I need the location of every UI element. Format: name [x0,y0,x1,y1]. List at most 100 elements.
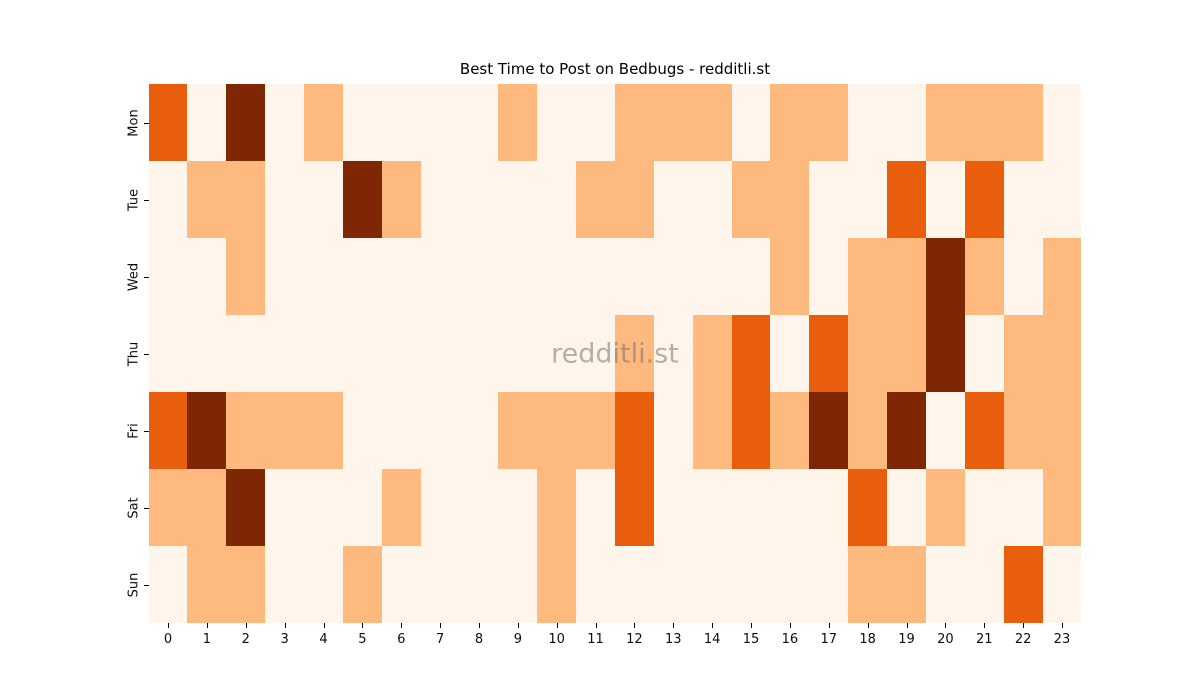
heatmap-cell-mon-6 [381,84,421,162]
x-tick-0 [168,623,170,629]
heatmap-cell-tue-22 [1003,161,1043,239]
heatmap-cell-tue-16 [770,161,810,239]
heatmap-cell-fri-9 [498,392,538,470]
heatmap-cell-sun-13 [653,546,693,624]
heatmap-cell-tue-1 [187,161,227,239]
heatmap-cell-sun-0 [148,546,188,624]
x-tick-label-8: 8 [474,632,484,648]
heatmap-cell-fri-21 [964,392,1004,470]
heatmap-cell-thu-18 [848,315,888,393]
x-tick-6 [401,623,403,629]
x-tick-label-18: 18 [859,632,876,648]
heatmap-cell-sun-18 [848,546,888,624]
x-tick-label-19: 19 [898,632,915,648]
heatmap-cell-sat-7 [420,469,460,547]
x-tick-label-7: 7 [435,632,445,648]
x-tick-8 [478,623,480,629]
heatmap-cell-thu-23 [1042,315,1082,393]
x-tick-label-13: 13 [665,632,682,648]
x-tick-18 [867,623,869,629]
x-tick-22 [1023,623,1025,629]
heatmap-cell-tue-7 [420,161,460,239]
heatmap-cell-sun-5 [342,546,382,624]
heatmap-cell-wed-2 [226,238,266,316]
heatmap-cell-thu-12 [614,315,654,393]
heatmap-cell-tue-21 [964,161,1004,239]
y-tick-thu [143,353,149,355]
heatmap-cell-fri-2 [226,392,266,470]
heatmap-cell-sat-14 [692,469,732,547]
x-tick-label-16: 16 [781,632,799,648]
heatmap-cell-wed-14 [692,238,732,316]
heatmap-cell-thu-10 [537,315,577,393]
heatmap-cell-wed-0 [148,238,188,316]
x-tick-14 [712,623,714,629]
x-tick-label-15: 15 [742,632,760,648]
heatmap-cell-thu-5 [342,315,382,393]
heatmap-cell-fri-20 [925,392,965,470]
heatmap-cell-tue-9 [498,161,538,239]
heatmap-cell-sun-2 [226,546,266,624]
heatmap-cell-wed-16 [770,238,810,316]
heatmap-cell-fri-6 [381,392,421,470]
heatmap-cell-sat-20 [925,469,965,547]
y-tick-label-tue: Tue [126,188,142,211]
heatmap-cell-mon-13 [653,84,693,162]
y-tick-label-sun: Sun [126,572,142,598]
x-tick-5 [362,623,364,629]
heatmap-cell-wed-19 [887,238,926,316]
x-tick-label-22: 22 [1014,632,1032,648]
heatmap-cell-sun-8 [459,546,499,624]
heatmap-cell-fri-3 [265,392,305,470]
heatmap-cell-sun-22 [1003,546,1043,624]
x-tick-2 [245,623,247,629]
x-tick-20 [945,623,947,629]
heatmap-cell-fri-0 [148,392,188,470]
x-tick-9 [517,623,519,629]
heatmap-cell-mon-9 [498,84,538,162]
heatmap-cell-fri-15 [731,392,771,470]
heatmap-cell-mon-8 [459,84,499,162]
heatmap-cell-thu-7 [420,315,460,393]
x-tick-3 [284,623,286,629]
heatmap-cell-tue-10 [537,161,577,239]
y-tick-fri [143,430,149,432]
heatmap-cell-thu-19 [887,315,926,393]
heatmap-cell-sun-23 [1042,546,1082,624]
heatmap-cell-thu-0 [148,315,188,393]
heatmap-cell-mon-18 [848,84,888,162]
heatmap-cell-sat-13 [653,469,693,547]
y-tick-label-mon: Mon [126,108,142,137]
heatmap-cell-sat-9 [498,469,538,547]
heatmap-cell-sat-10 [537,469,577,547]
heatmap-cell-tue-23 [1042,161,1082,239]
heatmap-cell-wed-13 [653,238,693,316]
heatmap-cell-thu-2 [226,315,266,393]
x-tick-4 [323,623,325,629]
heatmap-cell-fri-10 [537,392,577,470]
heatmap-cell-tue-5 [342,161,382,239]
heatmap-cell-wed-6 [381,238,421,316]
heatmap-cell-mon-23 [1042,84,1082,162]
x-tick-label-9: 9 [513,632,522,648]
heatmap-cell-sat-22 [1003,469,1043,547]
heatmap-cell-thu-8 [459,315,499,393]
heatmap-cell-tue-17 [809,161,849,239]
heatmap-cell-sun-9 [498,546,538,624]
heatmap-grid [148,84,1082,624]
y-tick-sat [143,507,149,509]
heatmap-cell-tue-3 [265,161,305,239]
x-tick-label-6: 6 [397,632,406,648]
heatmap-cell-fri-16 [770,392,810,470]
heatmap-cell-thu-4 [304,315,343,393]
heatmap-cell-sat-4 [304,469,343,547]
heatmap-cell-wed-15 [731,238,771,316]
x-tick-label-10: 10 [548,632,565,648]
heatmap-cell-mon-1 [187,84,227,162]
x-tick-16 [789,623,791,629]
heatmap-cell-thu-17 [809,315,849,393]
heatmap-cell-thu-20 [925,315,965,393]
heatmap-cell-mon-11 [576,84,615,162]
heatmap-cell-mon-21 [964,84,1004,162]
y-tick-tue [143,199,149,201]
